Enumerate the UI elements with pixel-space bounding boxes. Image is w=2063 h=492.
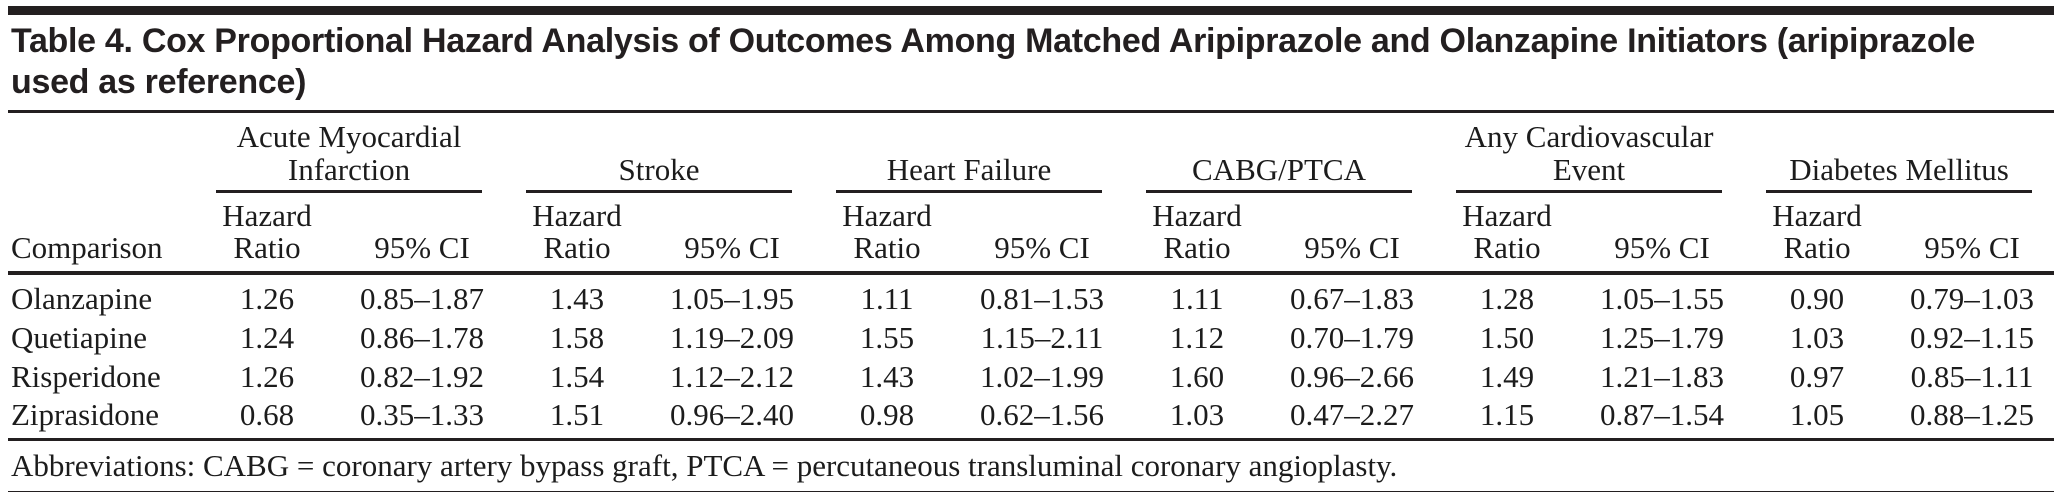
hr-value-cell: 1.58	[549, 319, 605, 355]
column-header-hazard-ratio: Hazard Ratio	[194, 193, 340, 275]
table-title-line2: used as reference)	[11, 63, 307, 101]
ci-value-cell: 0.85–1.87	[360, 281, 484, 316]
ci-value-cell: 1.05–1.95	[670, 281, 794, 316]
table-row-quetiapine: Quetiapine 1.24 0.86–1.78 1.58 1.19–2.09…	[8, 318, 2054, 357]
hr-value-cell: 1.54	[549, 358, 605, 394]
column-header-hazard-ratio: Hazard Ratio	[814, 193, 960, 275]
hr-value-cell: 0.97	[1789, 358, 1845, 394]
hr-value-cell: 1.05	[1744, 396, 1891, 441]
table-row-olanzapine: Olanzapine 1.26 0.85–1.87 1.43 1.05–1.95…	[8, 273, 2054, 318]
cox-hazard-table: Acute Myocardial Infarction Stroke Heart…	[8, 110, 2055, 441]
hr-value-cell: 0.90	[1789, 281, 1845, 316]
column-header-hazard-ratio: Hazard Ratio	[1434, 193, 1581, 275]
group-label: Stroke	[618, 152, 700, 187]
hr-value-cell: 1.51	[504, 396, 650, 441]
hr-value-cell: 1.55	[859, 319, 915, 355]
column-header-comparison: Comparison	[8, 193, 194, 275]
comparison-cell: Olanzapine	[11, 281, 153, 316]
comparison-cell: Ziprasidone	[8, 396, 194, 441]
ci-value-cell: 0.67–1.83	[1290, 281, 1414, 316]
column-header-95ci: 95% CI	[1580, 193, 1745, 275]
ci-value-cell: 0.96–2.40	[650, 396, 814, 441]
ci-value-cell: 0.81–1.53	[980, 281, 1104, 316]
hr-value-cell: 1.24	[239, 319, 295, 355]
group-header-cabg-ptca: CABG/PTCA	[1124, 112, 1434, 193]
table-title: Table 4. Cox Proportional Hazard Analysi…	[11, 21, 2055, 103]
group-label: CABG/PTCA	[1192, 152, 1366, 187]
column-header-row: Comparison Hazard Ratio 95% CI Hazard Ra…	[8, 193, 2055, 275]
group-header-diabetes-mellitus: Diabetes Mellitus	[1744, 112, 2054, 193]
hr-value-cell: 1.03	[1124, 396, 1270, 441]
hr-value-cell: 1.49	[1479, 358, 1535, 394]
hr-value-cell: 1.11	[1170, 281, 1224, 316]
ci-value-cell: 1.02–1.99	[980, 358, 1104, 394]
group-label: Acute Myocardial Infarction	[236, 119, 462, 187]
column-header-hazard-ratio: Hazard Ratio	[504, 193, 650, 275]
group-header-stroke: Stroke	[504, 112, 814, 193]
ci-value-cell: 0.85–1.11	[1910, 358, 2034, 394]
column-header-95ci: 95% CI	[960, 193, 1124, 275]
hr-value-cell: 1.12	[1169, 319, 1225, 355]
comparison-cell: Quetiapine	[11, 319, 148, 355]
column-header-95ci: 95% CI	[340, 193, 504, 275]
abbreviations-note: Abbreviations: CABG = coronary artery by…	[8, 441, 2054, 492]
ci-value-cell: 1.15–2.11	[980, 319, 1104, 355]
hr-value-cell: 1.43	[859, 358, 915, 394]
hr-value-cell: 1.50	[1479, 319, 1535, 355]
column-header-hazard-ratio: Hazard Ratio	[1744, 193, 1891, 275]
group-header-row: Acute Myocardial Infarction Stroke Heart…	[8, 112, 2054, 194]
group-label: Heart Failure	[886, 152, 1052, 187]
ci-value-cell: 0.35–1.33	[340, 396, 504, 441]
ci-value-cell: 1.12–2.12	[670, 358, 794, 394]
comparison-cell: Risperidone	[11, 358, 161, 394]
ci-value-cell: 1.19–2.09	[670, 319, 794, 355]
ci-value-cell: 1.05–1.55	[1600, 281, 1725, 316]
hr-value-cell: 1.26	[239, 281, 295, 316]
hr-value-cell: 1.28	[1479, 281, 1535, 316]
ci-value-cell: 0.79–1.03	[1910, 281, 2035, 316]
hr-value-cell: 1.03	[1789, 319, 1845, 355]
hr-value-cell: 1.26	[239, 358, 295, 394]
group-header-acute-myocardial-infarction: Acute Myocardial Infarction	[194, 112, 504, 193]
ci-value-cell: 0.87–1.54	[1580, 396, 1745, 441]
ci-value-cell: 0.92–1.15	[1910, 319, 2035, 355]
table-row-ziprasidone: Ziprasidone 0.68 0.35–1.33 1.51 0.96–2.4…	[8, 396, 2055, 441]
hr-value-cell: 1.60	[1169, 358, 1225, 394]
hr-value-cell: 1.43	[549, 281, 605, 316]
column-header-hazard-ratio: Hazard Ratio	[1124, 193, 1270, 275]
hr-value-cell: 0.98	[814, 396, 960, 441]
ci-value-cell: 1.21–1.83	[1600, 358, 1725, 394]
ci-value-cell: 0.86–1.78	[360, 319, 484, 355]
table-row-risperidone: Risperidone 1.26 0.82–1.92 1.54 1.12–2.1…	[8, 357, 2054, 396]
title-bar-rule	[8, 6, 2054, 15]
hr-value-cell: 0.68	[194, 396, 340, 441]
column-header-95ci: 95% CI	[1890, 193, 2055, 275]
column-header-95ci: 95% CI	[1270, 193, 1435, 275]
column-header-95ci: 95% CI	[650, 193, 814, 275]
corner-cell	[8, 112, 194, 194]
ci-value-cell: 0.62–1.56	[960, 396, 1124, 441]
table-title-line1: Table 4. Cox Proportional Hazard Analysi…	[11, 22, 1976, 60]
ci-value-cell: 0.70–1.79	[1290, 319, 1414, 355]
ci-value-cell: 0.47–2.27	[1270, 396, 1435, 441]
group-label: Diabetes Mellitus	[1789, 152, 2009, 187]
group-header-heart-failure: Heart Failure	[814, 112, 1124, 193]
hr-value-cell: 1.11	[860, 281, 914, 316]
ci-value-cell: 1.25–1.79	[1600, 319, 1725, 355]
group-header-any-cardiovascular-event: Any Cardiovascular Event	[1434, 112, 1744, 193]
group-label: Any Cardiovascular Event	[1464, 119, 1714, 187]
hr-value-cell: 1.15	[1434, 396, 1581, 441]
ci-value-cell: 0.82–1.92	[360, 358, 484, 394]
ci-value-cell: 0.88–1.25	[1890, 396, 2055, 441]
ci-value-cell: 0.96–2.66	[1290, 358, 1414, 394]
